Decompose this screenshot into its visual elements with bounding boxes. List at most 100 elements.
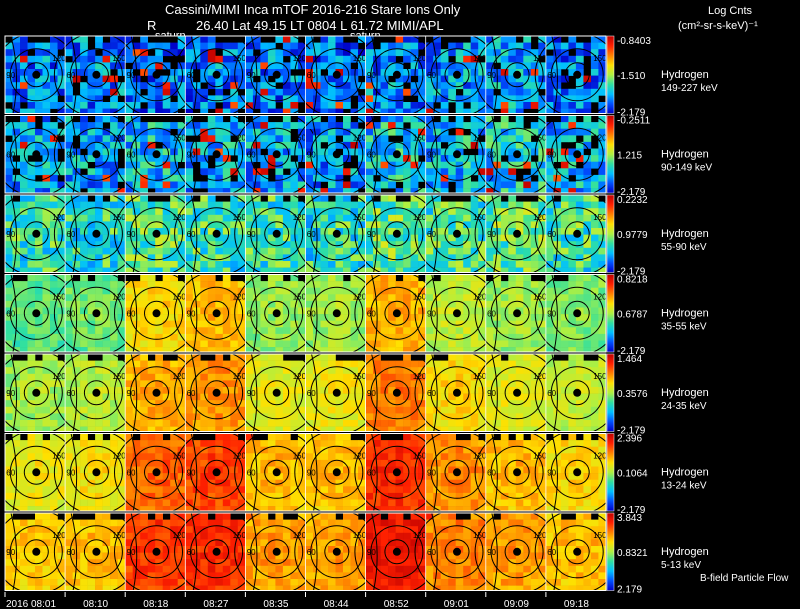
heatmap-cell — [328, 168, 336, 176]
heatmap-cell — [350, 221, 359, 229]
heatmap-cell — [500, 314, 509, 321]
heatmap-cell — [515, 108, 524, 114]
heatmap-cell — [335, 367, 344, 375]
heatmap-cell — [162, 406, 171, 414]
heatmap-cell — [388, 333, 396, 341]
heatmap-cell — [42, 340, 51, 348]
heatmap-cell — [508, 148, 517, 156]
heatmap-cell — [237, 141, 246, 149]
heatmap-cell — [260, 387, 269, 394]
heatmap-cell — [20, 254, 28, 262]
heatmap-cell — [20, 340, 28, 348]
heatmap-cell — [170, 327, 178, 335]
heatmap-cell — [95, 155, 103, 162]
heatmap-cell — [35, 287, 43, 295]
heatmap-cell — [418, 300, 426, 308]
heatmap-cell — [410, 254, 419, 262]
heatmap-cell — [583, 42, 592, 50]
heatmap-cell — [380, 95, 389, 103]
heatmap-cell — [455, 400, 464, 408]
heatmap-cell — [478, 75, 486, 83]
heatmap-cell — [388, 261, 396, 268]
heatmap-cell — [470, 36, 479, 43]
heatmap-cell — [358, 241, 366, 249]
heatmap-cell — [395, 426, 404, 432]
heatmap-cell — [260, 75, 269, 83]
heatmap-cell — [192, 367, 201, 375]
heatmap-cell — [433, 49, 441, 57]
heatmap-cell — [455, 281, 464, 288]
heatmap-cell — [365, 406, 374, 414]
heatmap-cell — [87, 221, 96, 229]
heatmap-cell — [200, 128, 209, 136]
heatmap-cell — [290, 42, 299, 50]
contour-label: 90 — [247, 230, 256, 239]
heatmap-cell — [335, 128, 344, 136]
heatmap-cell — [170, 380, 178, 388]
heatmap-cell — [508, 221, 517, 229]
heatmap-cell — [538, 228, 547, 235]
heatmap-cell — [350, 327, 359, 335]
heatmap-cell — [328, 135, 336, 143]
heatmap-cell — [463, 214, 471, 222]
heatmap-cell — [373, 360, 381, 368]
heatmap-cell — [365, 75, 374, 83]
heatmap-cell — [65, 62, 73, 70]
heatmap-cell — [65, 373, 73, 381]
heatmap-cell — [237, 347, 246, 352]
heatmap-cell — [162, 168, 171, 176]
heatmap-cell — [493, 174, 502, 182]
field-direction-marker — [92, 150, 101, 159]
heatmap-cell — [320, 168, 329, 176]
heatmap-cell — [455, 247, 464, 255]
heatmap-cell — [358, 195, 366, 202]
heatmap-cell — [42, 122, 51, 129]
heatmap-cell — [57, 181, 66, 189]
heatmap-cell — [125, 373, 133, 381]
heatmap-cell — [583, 300, 592, 308]
heatmap-cell — [275, 247, 284, 255]
heatmap-cell — [335, 333, 344, 341]
heatmap-cell — [222, 360, 231, 368]
heatmap-cell — [470, 82, 479, 90]
heatmap-cell — [110, 148, 118, 156]
field-direction-marker — [332, 309, 341, 318]
heatmap-cell — [27, 135, 36, 143]
heatmap-cell — [147, 141, 156, 149]
heatmap-cell — [72, 333, 81, 341]
heatmap-cell — [358, 307, 366, 315]
heatmap-cell — [297, 128, 306, 136]
heatmap-cell — [350, 148, 359, 156]
heatmap-cell — [545, 188, 554, 193]
heatmap-cell — [500, 82, 509, 90]
heatmap-cell — [380, 300, 389, 308]
heatmap-cell — [425, 122, 434, 129]
heatmap-cell — [395, 115, 404, 123]
heatmap-cell — [140, 69, 148, 76]
heatmap-cell — [207, 294, 216, 302]
heatmap-cell — [553, 201, 562, 209]
heatmap-cell — [493, 214, 502, 222]
heatmap-cell — [313, 420, 321, 427]
heatmap-cell — [170, 161, 178, 169]
heatmap-cell — [425, 300, 434, 308]
heatmap-cell — [185, 42, 194, 50]
heatmap-cell — [275, 274, 284, 282]
heatmap-cell — [215, 181, 224, 189]
heatmap-cell — [410, 267, 419, 273]
heatmap-cell — [418, 360, 426, 368]
heatmap-cell — [320, 228, 329, 235]
heatmap-cell — [290, 75, 299, 83]
heatmap-cell — [132, 420, 141, 427]
heatmap-cell — [380, 413, 389, 421]
heatmap-cell — [200, 168, 209, 176]
heatmap-cell — [515, 42, 524, 50]
heatmap-cell — [162, 241, 171, 249]
heatmap-cell — [117, 387, 126, 394]
heatmap-cell — [87, 108, 96, 114]
heatmap-cell — [185, 387, 194, 394]
heatmap-cell — [320, 333, 329, 341]
heatmap-cell — [57, 88, 66, 96]
heatmap-cell — [95, 181, 103, 189]
heatmap-cell — [252, 373, 261, 381]
